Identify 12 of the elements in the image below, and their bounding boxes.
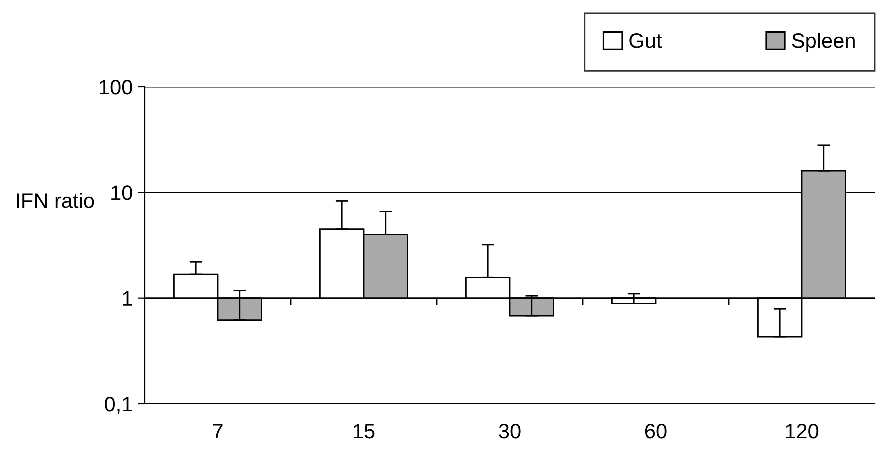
y-tick-label: 100: [100, 80, 132, 95]
y-axis-title: IFN ratio: [17, 192, 94, 208]
legend-label: Spleen: [792, 32, 855, 52]
legend-label: Gut: [630, 34, 662, 48]
x-tick-label: 7: [213, 424, 223, 439]
x-tick-label: 15: [354, 424, 375, 439]
y-tick-label: 10: [112, 186, 132, 200]
x-tick-label: 60: [645, 424, 667, 439]
y-tick-label: 0,1: [105, 397, 132, 414]
x-tick-label: 30: [499, 424, 521, 439]
y-tick-label: 1: [123, 292, 132, 306]
x-tick-label: 120: [786, 424, 819, 439]
